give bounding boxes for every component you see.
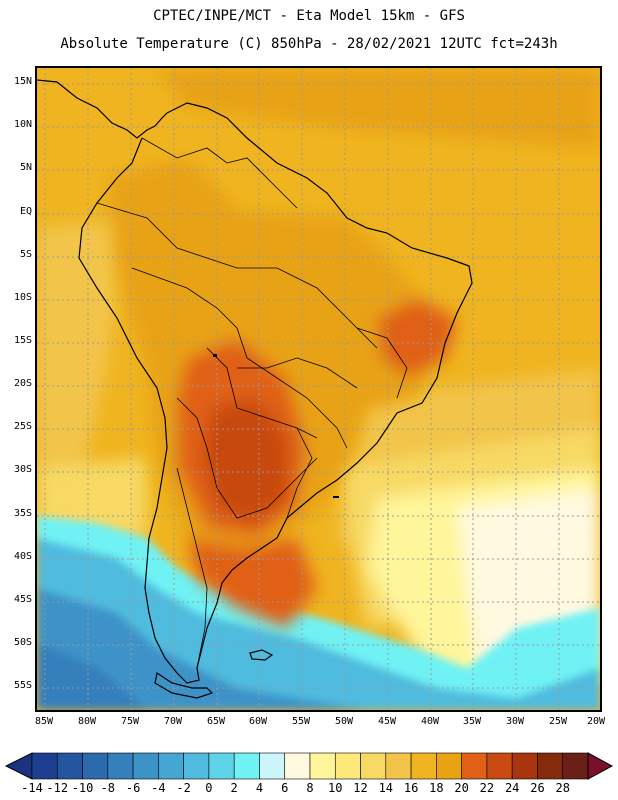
colorbar-label: 14 bbox=[378, 781, 394, 795]
colorbar-label: 4 bbox=[255, 781, 264, 795]
lon-label-45W: 45W bbox=[377, 716, 397, 727]
lake-titicaca bbox=[213, 354, 217, 357]
colorbar-swatch bbox=[82, 752, 109, 780]
lon-label-85W: 85W bbox=[34, 716, 54, 727]
lat-label-15S: 15S bbox=[13, 335, 32, 346]
colorbar-swatch bbox=[486, 752, 513, 780]
colorbar-swatch bbox=[385, 752, 412, 780]
lat-label-5S: 5S bbox=[19, 249, 32, 260]
lat-label-25S: 25S bbox=[13, 421, 32, 432]
lat-label-10N: 10N bbox=[13, 119, 32, 130]
colorbar-swatch bbox=[56, 752, 83, 780]
colorbar-swatch bbox=[208, 752, 235, 780]
color-legend bbox=[4, 752, 614, 780]
colorbar-label: -10 bbox=[71, 781, 94, 795]
colorbar-label: 12 bbox=[353, 781, 368, 795]
colorbar-label: 26 bbox=[530, 781, 545, 795]
amazon-warm-region bbox=[177, 208, 447, 408]
lon-label-65W: 65W bbox=[206, 716, 226, 727]
lon-label-60W: 60W bbox=[248, 716, 268, 727]
lat-label-10S: 10S bbox=[13, 292, 32, 303]
colorbar-label: 22 bbox=[479, 781, 495, 795]
colorbar-swatch bbox=[284, 752, 311, 780]
colorbar-label: -12 bbox=[46, 781, 69, 795]
colorbar-swatch bbox=[183, 752, 210, 780]
colorbar-swatch bbox=[436, 752, 462, 780]
lat-label-5N: 5N bbox=[19, 162, 32, 173]
colorbar-label: -2 bbox=[176, 781, 191, 795]
southern-ocean-deep bbox=[37, 643, 147, 710]
colorbar-swatch bbox=[511, 752, 538, 780]
colorbar-swatch bbox=[537, 752, 564, 780]
lat-lon-grid bbox=[37, 68, 600, 710]
colorbar-label: 2 bbox=[230, 781, 238, 795]
lon-label-30W: 30W bbox=[505, 716, 525, 727]
colorbar-swatch bbox=[360, 752, 387, 780]
north-warm-band bbox=[157, 68, 600, 148]
colorbar-label: 0 bbox=[205, 781, 213, 795]
falklands bbox=[249, 649, 274, 661]
colorbar-swatch bbox=[31, 752, 58, 780]
southern-ocean-mid bbox=[37, 588, 367, 710]
lon-label-75W: 75W bbox=[120, 716, 140, 727]
colorbar-label: 24 bbox=[504, 781, 520, 795]
lake-mirim bbox=[333, 496, 339, 498]
political-borders bbox=[96, 137, 408, 669]
colorbar-swatch bbox=[562, 752, 589, 780]
temperature-field bbox=[37, 68, 600, 710]
lon-label-80W: 80W bbox=[77, 716, 97, 727]
colorbar-swatch bbox=[309, 752, 336, 780]
lat-label-40S: 40S bbox=[13, 551, 32, 562]
northeast-hot-region bbox=[377, 298, 457, 378]
colorbar-swatch bbox=[132, 752, 159, 780]
pampas-hot-region bbox=[187, 538, 317, 628]
colorbar-label: 8 bbox=[306, 781, 314, 795]
temperature-map bbox=[35, 66, 602, 712]
coastline bbox=[37, 79, 473, 699]
colorbar-label: -14 bbox=[21, 781, 43, 795]
lat-label-35S: 35S bbox=[13, 508, 32, 519]
lon-label-70W: 70W bbox=[163, 716, 183, 727]
lon-label-20W: 20W bbox=[586, 716, 606, 727]
lat-label-50S: 50S bbox=[13, 637, 32, 648]
lon-label-50W: 50W bbox=[334, 716, 354, 727]
colorbar-label: -8 bbox=[100, 781, 116, 795]
colorbar-label: 18 bbox=[429, 781, 444, 795]
lon-label-35W: 35W bbox=[462, 716, 482, 727]
pacific-mid-band bbox=[37, 218, 127, 518]
colorbar-label: 6 bbox=[281, 781, 289, 795]
colorbar-label: -6 bbox=[125, 781, 141, 795]
colorbar-swatch bbox=[410, 752, 437, 780]
lon-label-40W: 40W bbox=[420, 716, 440, 727]
colorbar-label: 28 bbox=[555, 781, 570, 795]
lat-label-15N: 15N bbox=[13, 76, 32, 87]
colorbar-label: 16 bbox=[403, 781, 419, 795]
lat-label-EQ: EQ bbox=[19, 206, 32, 217]
pacific-cool-band bbox=[37, 458, 147, 538]
colorbar-swatch bbox=[233, 752, 260, 780]
colorbar-swatch bbox=[158, 752, 184, 780]
lat-label-55S: 55S bbox=[13, 680, 32, 691]
colorbar-label: 10 bbox=[328, 781, 343, 795]
lat-label-45S: 45S bbox=[13, 594, 32, 605]
tierra-del-fuego bbox=[154, 672, 214, 699]
central-america-coast bbox=[37, 79, 168, 139]
colorbar-overflow bbox=[587, 752, 614, 780]
map-title-line1: CPTEC/INPE/MCT - Eta Model 15km - GFS bbox=[153, 8, 465, 24]
colorbar-swatch bbox=[461, 752, 488, 780]
colorbar-swatch bbox=[334, 752, 361, 780]
colorbar-swatch bbox=[259, 752, 286, 780]
colorbar-swatch bbox=[107, 752, 134, 780]
lat-label-30S: 30S bbox=[13, 464, 32, 475]
map-title-line2: Absolute Temperature (C) 850hPa - 28/02/… bbox=[60, 36, 558, 52]
lat-label-20S: 20S bbox=[13, 378, 32, 389]
colorbar-label: -4 bbox=[151, 781, 166, 795]
colorbar-underflow bbox=[4, 752, 33, 780]
south-america-coast bbox=[78, 102, 473, 684]
lon-label-55W: 55W bbox=[291, 716, 311, 727]
lon-label-25W: 25W bbox=[548, 716, 568, 727]
colorbar-label: 20 bbox=[454, 781, 469, 795]
